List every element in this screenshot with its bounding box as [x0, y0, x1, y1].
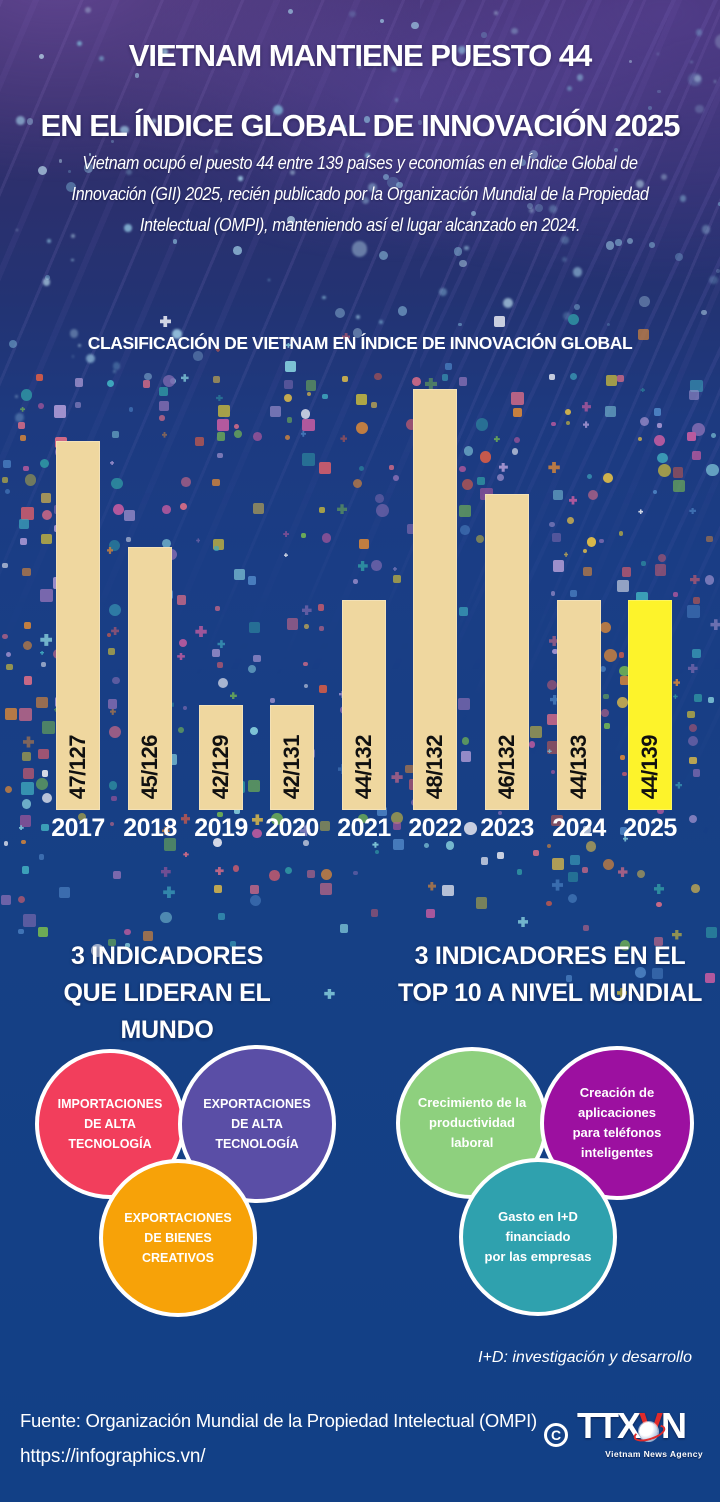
ttxvn-logo-subtitle: Vietnam News Agency [605, 1449, 703, 1459]
bar-year-label: 2019 [194, 814, 248, 842]
confetti-dot [37, 927, 48, 938]
venn-circle-label: Crecimiento de la productividad laboral [417, 1094, 527, 1151]
bar-2023: 46/132 [485, 494, 529, 810]
venn-circle: Creación de aplicaciones para teléfonos … [540, 1046, 694, 1200]
bar-value-label: 44/139 [637, 734, 662, 799]
venn-circle-label: EXPORTACIONES DE ALTA TECNOLOGÍA [203, 1097, 311, 1151]
confetti-dot [124, 928, 131, 936]
page-title-line1: VIETNAM MANTIENE PUESTO 44 [128, 38, 593, 73]
venn-circle: EXPORTACIONES DE BIENES CREATIVOS [99, 1159, 257, 1317]
bar-2020: 42/131 [270, 705, 314, 810]
confetti-dot [18, 928, 25, 935]
bar-year-label: 2022 [408, 814, 462, 842]
confetti-dot [706, 926, 718, 938]
bar-value-label: 45/126 [137, 734, 162, 799]
footnote-rd-definition: I+D: investigación y desarrollo [478, 1349, 692, 1366]
bar-year-label: 2025 [623, 814, 677, 842]
venn-circle-label: IMPORTACIONES DE ALTA TECNOLOGÍA [57, 1097, 163, 1151]
bar-2019: 42/129 [199, 705, 243, 810]
venn-circle-label: Gasto en I+D financiado por las empresas [484, 1208, 592, 1265]
website-url: https://infographics.vn/ [20, 1446, 206, 1467]
ttxvn-logo-word: TTXVN [577, 1405, 687, 1446]
source-line: Fuente: Organización Mundial de la Propi… [20, 1410, 537, 1431]
confetti-dot [655, 901, 662, 908]
confetti-dot [370, 909, 379, 917]
gii-rank-bar-chart: 47/127 2017 45/126 2018 42/129 2019 42/131 2020… [51, 389, 677, 842]
confetti-dot [324, 988, 335, 999]
bar-year-label: 2017 [51, 814, 105, 842]
bar-year-label: 2021 [337, 814, 391, 842]
bar-value-label: 48/132 [422, 734, 447, 799]
section-title-top10: 3 INDICADORES EN EL TOP 10 A NIVEL MUNDI… [397, 942, 703, 1007]
venn-circle-label: Creación de aplicaciones para teléfonos … [572, 1084, 662, 1161]
confetti-dot [546, 900, 552, 907]
confetti-dot [23, 914, 36, 927]
ttxvn-logo: TTXVN Vietnam News Agency [577, 1405, 705, 1463]
bar-year-label: 2020 [265, 814, 319, 842]
bar-2017: 47/127 [56, 441, 100, 810]
section-title-world-leaders: 3 INDICADORES QUE LIDERAN EL MUNDO [63, 942, 271, 1044]
confetti-dot [582, 924, 589, 931]
bar-value-label: 42/129 [208, 734, 233, 799]
confetti-dot [339, 924, 349, 933]
bar-2025: 44/139 [628, 600, 672, 810]
bar-2022: 48/132 [413, 389, 457, 810]
intro-paragraph: Vietnam ocupó el puesto 44 entre 139 paí… [71, 153, 649, 235]
confetti-dot [217, 912, 226, 921]
copyright-icon: C [544, 1423, 568, 1447]
venn-circle-label: EXPORTACIONES DE BIENES CREATIVOS [124, 1211, 232, 1265]
bar-value-label: 47/127 [65, 734, 90, 799]
bar-2024: 44/133 [557, 600, 601, 810]
venn-circle: Gasto en I+D financiado por las empresas [459, 1158, 617, 1316]
bar-year-label: 2018 [123, 814, 177, 842]
chart-title: CLASIFICACIÓN DE VIETNAM EN ÍNDICE DE IN… [87, 333, 633, 353]
globe-icon [639, 1422, 658, 1441]
bar-value-label: 44/132 [351, 734, 376, 799]
bar-year-label: 2024 [552, 814, 606, 842]
bar-value-label: 44/133 [566, 734, 591, 799]
confetti-dot [160, 912, 172, 924]
bar-2021: 44/132 [342, 600, 386, 810]
confetti-dot [425, 909, 435, 919]
bar-year-label: 2023 [480, 814, 534, 842]
confetti-dot [705, 973, 715, 983]
page-title-line2: EN EL ÍNDICE GLOBAL DE INNOVACIÓN 2025 [40, 108, 681, 143]
confetti-dot [517, 916, 529, 928]
bar-value-label: 42/131 [279, 734, 304, 799]
bar-2018: 45/126 [128, 547, 172, 810]
bar-value-label: 46/132 [494, 734, 519, 799]
